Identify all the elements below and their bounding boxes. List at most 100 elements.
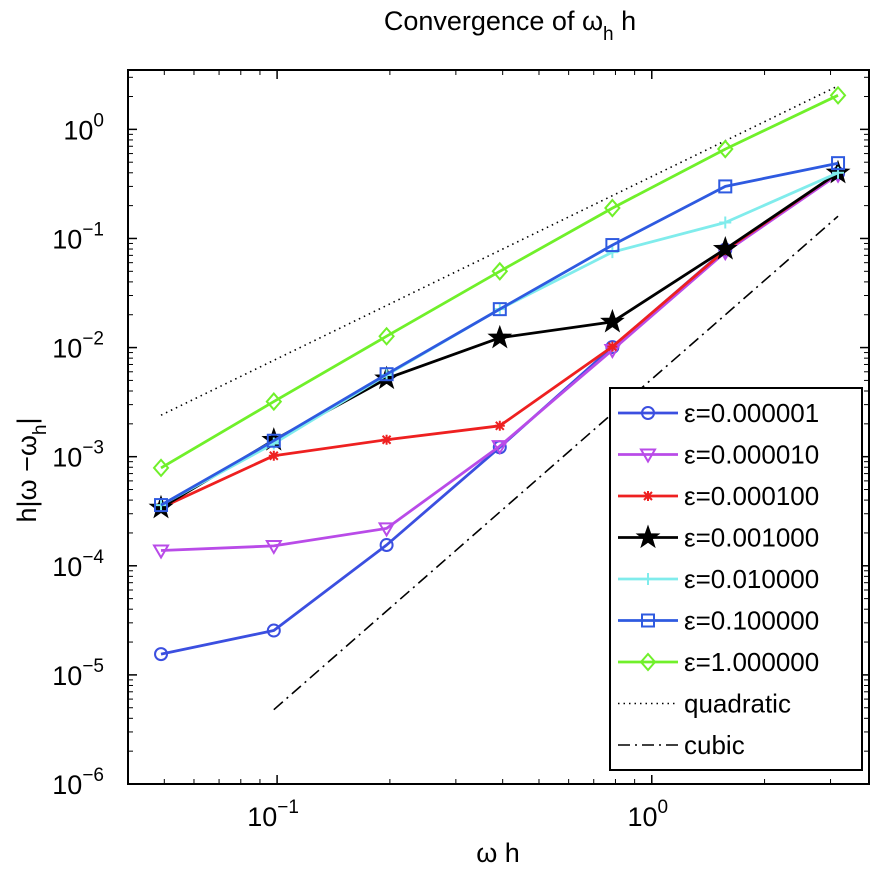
y-tick-label: 10−4 <box>52 547 104 582</box>
data-point <box>378 326 395 346</box>
data-point <box>379 367 394 382</box>
legend-entry: ε=0.001000 <box>618 523 819 553</box>
data-point <box>606 246 619 259</box>
legend-marker <box>641 406 655 420</box>
legend-label: cubic <box>684 730 745 760</box>
y-axis-label-sub: h <box>30 424 51 435</box>
y-tick-label: 10−2 <box>52 329 104 364</box>
data-point <box>154 498 169 513</box>
y-tick-label: 10−6 <box>52 765 104 800</box>
y-tick-base: 10 <box>52 552 82 582</box>
chart-title-main: Convergence of ω <box>384 6 603 36</box>
legend-label: ε=0.000001 <box>684 398 819 428</box>
legend-label: ε=0.000100 <box>684 481 819 511</box>
data-point <box>487 324 513 349</box>
x-axis-label: ω h <box>476 838 520 868</box>
y-tick-base: 10 <box>52 334 82 364</box>
series-line <box>160 161 839 507</box>
legend-marker <box>643 491 653 501</box>
x-tick-exp: 0 <box>658 797 669 818</box>
y-tick-base: 10 <box>52 770 82 800</box>
legend-label: ε=0.001000 <box>684 523 819 553</box>
y-tick-base: 10 <box>52 443 82 473</box>
x-tick-base: 10 <box>247 802 277 832</box>
legend-entry: quadratic <box>618 689 791 719</box>
y-axis-label-main: h|ω −ω <box>12 435 42 522</box>
y-tick-exp: −1 <box>82 219 104 240</box>
data-point <box>152 544 170 560</box>
legend-entry: cubic <box>618 730 745 760</box>
series-5 <box>154 156 846 513</box>
data-point <box>600 308 625 333</box>
y-tick-exp: −2 <box>82 329 104 350</box>
y-axis-label: h|ω −ωh| <box>12 417 51 522</box>
y-tick-exp: −3 <box>82 438 104 459</box>
data-point <box>492 302 507 317</box>
legend-marker <box>635 524 661 549</box>
x-tick-label: 100 <box>627 797 668 832</box>
data-point <box>268 450 279 461</box>
y-axis-label-tail: | <box>12 417 42 424</box>
legend-entry: ε=0.010000 <box>618 564 819 594</box>
y-tick-exp: 0 <box>93 110 104 131</box>
data-point <box>379 538 394 553</box>
y-tick-exp: −4 <box>82 547 104 568</box>
legend-label: ε=0.000010 <box>684 440 819 470</box>
data-point <box>605 238 620 253</box>
legend-entry: ε=0.000010 <box>618 440 819 470</box>
data-point <box>829 85 847 105</box>
data-point <box>152 458 170 478</box>
data-point <box>381 434 392 445</box>
legend-entry: ε=1.000000 <box>618 647 819 677</box>
x-tick-base: 10 <box>627 802 657 832</box>
data-point <box>718 179 733 194</box>
legend-label: quadratic <box>684 689 791 719</box>
y-tick-base: 10 <box>63 115 93 145</box>
data-point <box>712 235 738 260</box>
x-tick-label: 10−1 <box>247 797 299 832</box>
legend-label: ε=0.010000 <box>684 564 819 594</box>
data-point <box>266 433 281 448</box>
legend-label: ε=0.100000 <box>684 606 819 636</box>
data-point <box>265 392 283 412</box>
data-series <box>148 85 851 662</box>
data-point <box>491 261 509 281</box>
data-point <box>719 216 732 229</box>
data-point <box>377 522 396 538</box>
chart-title: Convergence of ωh h <box>384 6 636 45</box>
y-tick-label: 10−1 <box>52 219 104 254</box>
x-tick-exp: −1 <box>277 797 299 818</box>
y-tick-label: 10−3 <box>52 438 104 473</box>
legend-marker <box>639 448 657 464</box>
legend-entry: ε=0.000001 <box>618 398 819 428</box>
data-point <box>604 198 621 218</box>
y-tick-label: 100 <box>63 110 104 145</box>
legend-marker <box>639 652 657 672</box>
y-tick-base: 10 <box>52 224 82 254</box>
chart-title-tail: h <box>614 6 637 36</box>
legend-entry: ε=0.100000 <box>618 606 819 636</box>
y-tick-exp: −6 <box>82 765 104 786</box>
legend: ε=0.000001 ε=0.000010 ε=0.000100 ε=0.001000… <box>609 387 863 771</box>
data-point <box>716 139 734 159</box>
data-point <box>266 623 281 638</box>
legend-marker <box>642 573 654 585</box>
data-point <box>154 647 169 662</box>
data-point <box>265 539 283 555</box>
data-point <box>491 440 509 456</box>
ref-line-cubic <box>273 215 839 711</box>
chart-title-sub: h <box>603 24 614 45</box>
series-6 <box>152 85 847 478</box>
legend-entry: ε=0.000100 <box>618 481 819 511</box>
legend-marker <box>641 613 655 628</box>
series-line <box>160 94 839 470</box>
data-point <box>831 156 846 171</box>
y-tick-base: 10 <box>52 661 82 691</box>
legend-label: ε=1.000000 <box>684 647 819 677</box>
y-tick-exp: −5 <box>82 656 104 677</box>
data-point <box>494 420 505 431</box>
y-tick-label: 10−5 <box>52 656 104 691</box>
data-point <box>607 341 618 352</box>
